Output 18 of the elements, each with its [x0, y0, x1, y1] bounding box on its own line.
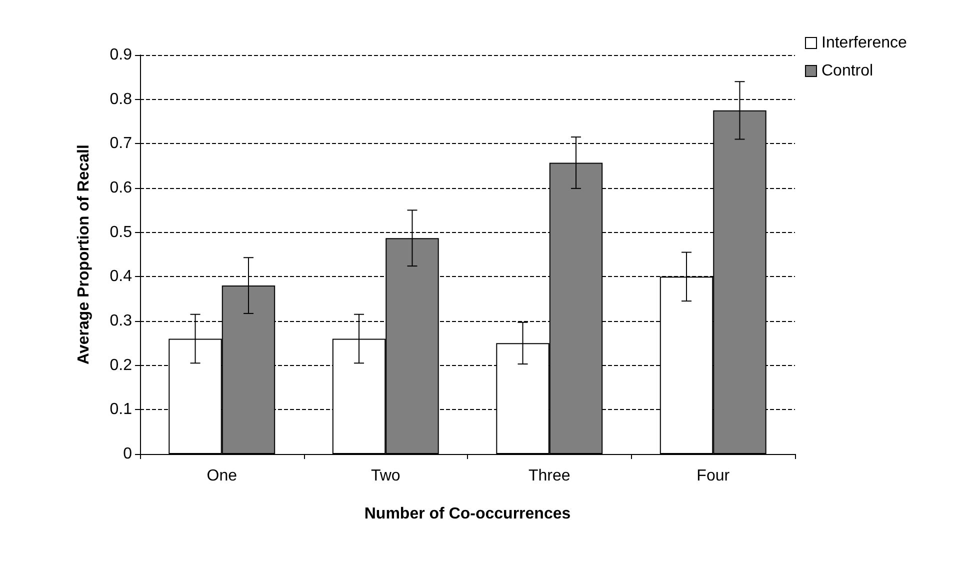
- legend-label: Control: [822, 62, 874, 80]
- y-tick-label: 0.3: [110, 312, 132, 330]
- x-tick-label: Two: [370, 468, 400, 484]
- y-tick-label: 0.2: [110, 356, 132, 374]
- x-tick-label: Four: [696, 468, 730, 484]
- y-tick-label: 0.4: [110, 268, 132, 286]
- y-axis-title: Average Proportion of Recall: [76, 144, 92, 364]
- legend-label: Interference: [822, 34, 907, 52]
- x-tick-label: Three: [528, 468, 570, 484]
- y-tick-label: 0.9: [110, 46, 132, 64]
- y-tick-label: 0.5: [110, 224, 132, 241]
- y-tick-label: 0.8: [110, 90, 132, 108]
- x-tick-label: One: [206, 468, 238, 484]
- x-axis-title: Number of Co-occurrences: [364, 506, 571, 522]
- y-tick-label: 0.1: [110, 401, 132, 418]
- y-tick-label: 0.6: [110, 180, 132, 196]
- y-tick-label: 0.7: [110, 135, 132, 152]
- y-tick-label: 0: [123, 446, 132, 462]
